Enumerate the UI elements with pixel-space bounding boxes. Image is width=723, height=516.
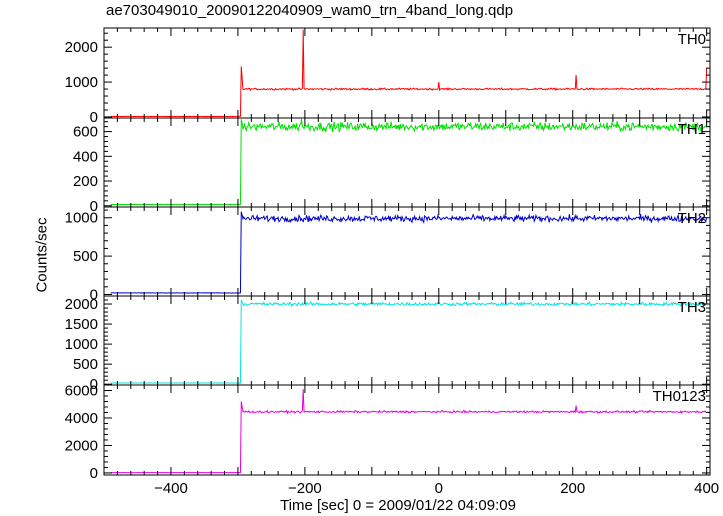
x-tick-label: −200 (288, 480, 322, 497)
y-tick-label: 200 (73, 173, 98, 190)
panel-label-th2: TH2 (678, 210, 706, 227)
y-tick-label: 0 (90, 286, 98, 303)
chart-title: ae703049010_20090122040909_wam0_trn_4ban… (106, 2, 514, 19)
x-tick-label: 0 (435, 480, 443, 497)
panel-th0123: 0 2000 4000 6000 TH0123 (65, 382, 711, 482)
series-line-th1 (110, 118, 708, 206)
x-tick-label: −400 (154, 480, 188, 497)
panel-label-th0123: TH0123 (653, 388, 706, 405)
panel-frame (103, 27, 711, 119)
y-tick-label: 6000 (65, 382, 98, 399)
panel-label-th0: TH0 (678, 31, 706, 48)
y-tick-label: 2000 (65, 39, 98, 56)
y-tick-label: 0 (90, 198, 98, 215)
panel-th1: 0 200 400 600 TH1 (73, 117, 711, 215)
y-tick-label: 2000 (65, 437, 98, 454)
panel-frame (103, 295, 711, 386)
x-tick-label: 200 (560, 480, 585, 497)
x-axis-label: Time [sec] 0 = 2009/01/22 04:09:09 (280, 497, 516, 514)
series-line-th0123 (110, 389, 707, 474)
y-tick-label: 1000 (65, 74, 98, 91)
y-tick-label: 1500 (65, 316, 98, 333)
y-tick-label: 4000 (65, 410, 98, 427)
series-line-th2 (110, 211, 708, 294)
series-line-th0 (110, 29, 708, 117)
panel-frame (103, 384, 711, 476)
series-line-th3 (110, 299, 708, 384)
panel-th2: 0 500 1000 TH2 (65, 206, 711, 303)
y-tick-label: 500 (73, 356, 98, 373)
panel-th3: 0 500 1000 1500 2000 TH3 (65, 295, 711, 393)
y-tick-label: 1000 (65, 336, 98, 353)
y-tick-label: 0 (90, 465, 98, 482)
y-tick-label: 500 (73, 248, 98, 265)
panel-frame (103, 206, 711, 297)
y-tick-label: 2000 (65, 296, 98, 313)
panel-label-th3: TH3 (678, 299, 706, 316)
y-tick-label: 0 (90, 109, 98, 126)
y-tick-label: 0 (90, 376, 98, 393)
panel-label-th1: TH1 (678, 121, 706, 138)
panel-th0: 0 1000 2000 TH0 (65, 27, 711, 126)
y-tick-label: 1000 (65, 210, 98, 227)
panel-frame (103, 117, 711, 208)
x-tick-label: 400 (694, 480, 719, 497)
y-tick-label: 600 (73, 124, 98, 141)
y-tick-label: 400 (73, 148, 98, 165)
